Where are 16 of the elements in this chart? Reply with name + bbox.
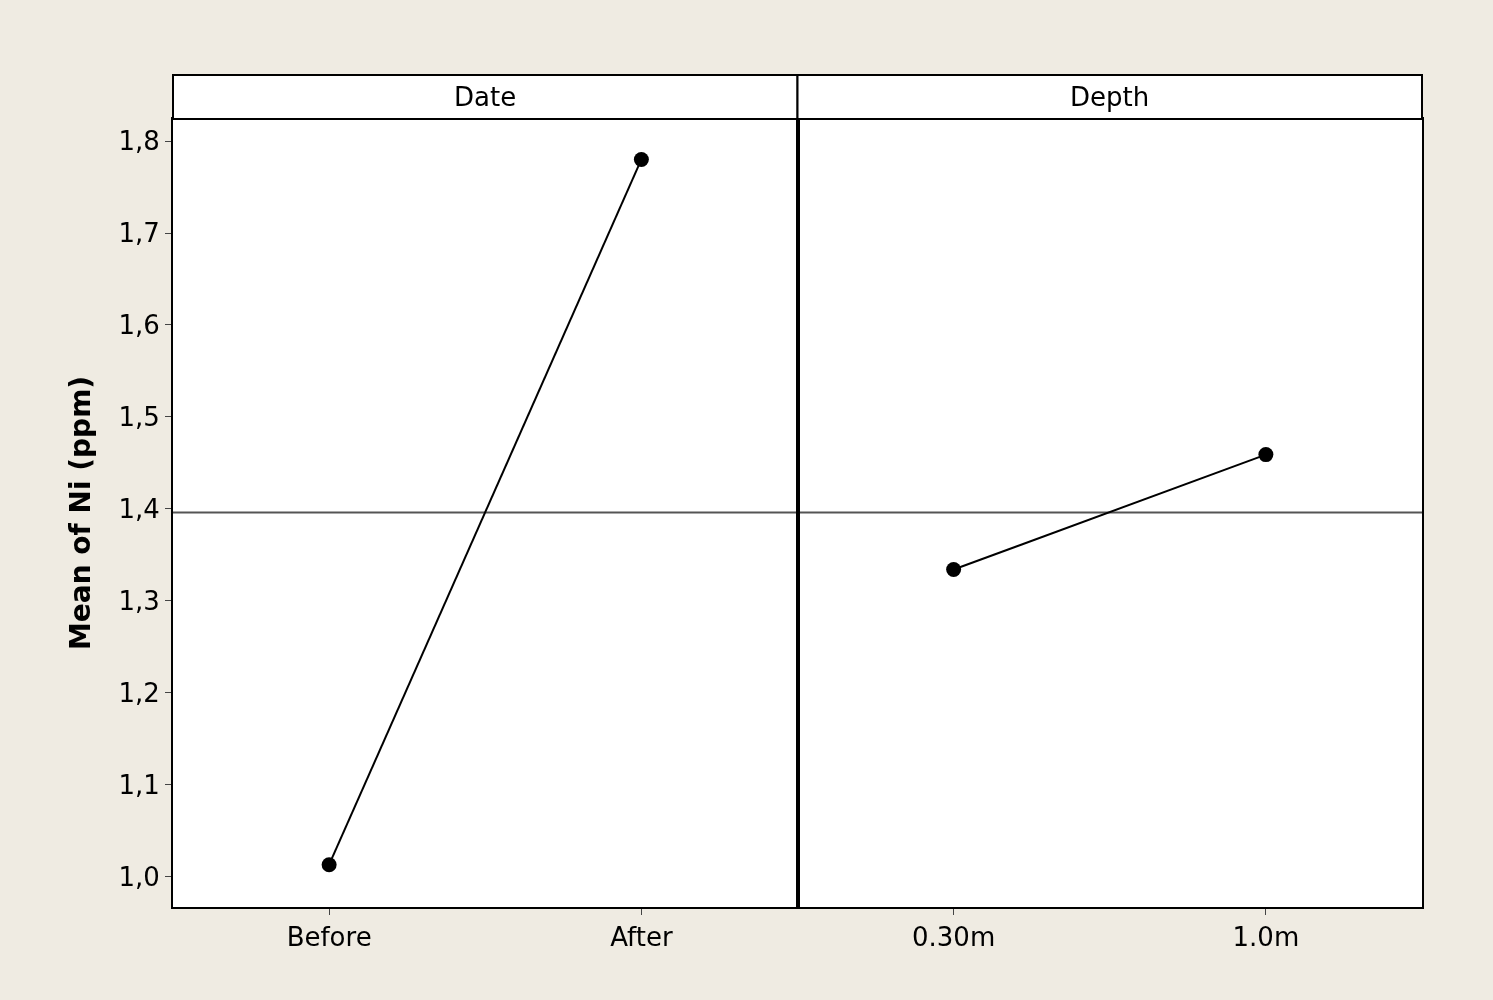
x-tick-label: 1.0m bbox=[1232, 922, 1300, 953]
y-tick-label: 1,7 bbox=[118, 218, 160, 249]
y-tick-label: 1,4 bbox=[118, 493, 160, 524]
x-tick-label: After bbox=[610, 922, 673, 953]
y-tick-label: 1,6 bbox=[118, 310, 160, 341]
y-tick-label: 1,2 bbox=[118, 677, 160, 708]
x-tick-label: 0.30m bbox=[912, 922, 996, 953]
y-tick-label: 1,0 bbox=[118, 861, 160, 892]
y-tick-label: 1,8 bbox=[118, 126, 160, 157]
chart-title: Depth bbox=[1070, 82, 1150, 112]
x-tick-label: Before bbox=[286, 922, 372, 953]
y-tick-label: 1,5 bbox=[118, 402, 160, 433]
y-tick-label: 1,1 bbox=[118, 769, 160, 800]
y-axis-title: Mean of Ni (ppm) bbox=[63, 375, 97, 651]
chart-title: Date bbox=[454, 82, 517, 112]
y-tick-label: 1,3 bbox=[118, 585, 160, 616]
